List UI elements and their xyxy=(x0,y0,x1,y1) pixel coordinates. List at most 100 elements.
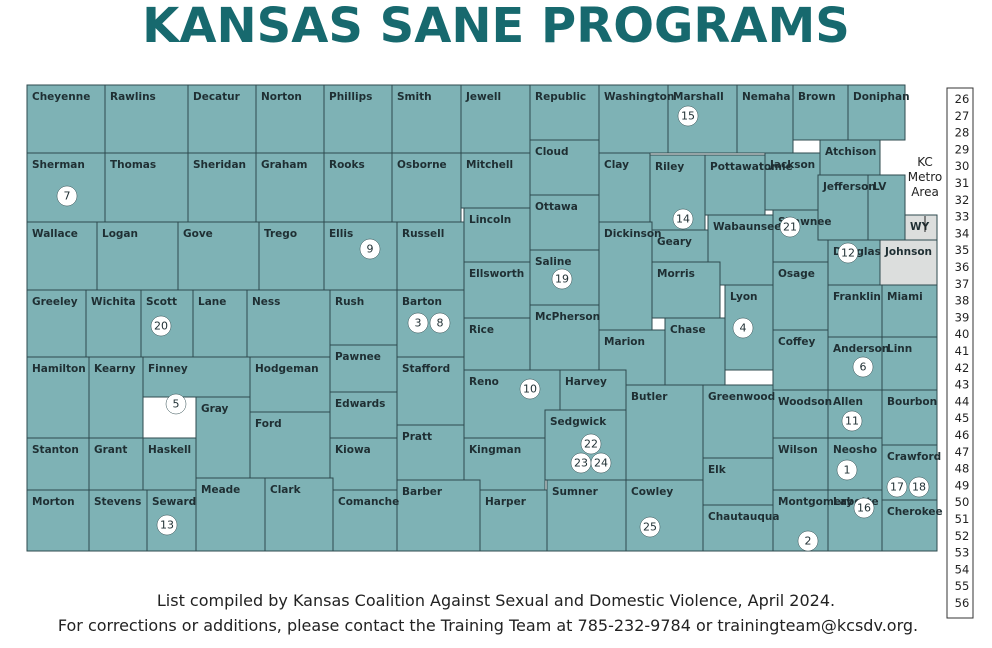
county xyxy=(881,284,938,338)
side-number: 27 xyxy=(955,109,970,123)
county xyxy=(529,139,600,196)
marker-number: 1 xyxy=(844,464,851,477)
county-name: Republic xyxy=(535,91,586,103)
county-name: Wallace xyxy=(32,228,78,240)
county-name: Stanton xyxy=(32,444,79,456)
side-number: 55 xyxy=(955,579,970,593)
county-name: Gray xyxy=(201,403,229,415)
county xyxy=(323,152,393,223)
county-name: Greeley xyxy=(32,296,78,308)
county-name: Pratt xyxy=(402,431,432,443)
marker-number: 17 xyxy=(890,481,904,494)
marker xyxy=(836,459,858,481)
county xyxy=(142,437,197,491)
side-number: 34 xyxy=(955,226,970,240)
county xyxy=(246,289,331,358)
county-name: Montgomery xyxy=(778,496,853,508)
marker-number: 16 xyxy=(857,502,871,515)
county-name: Reno xyxy=(469,376,499,388)
county-name: Ford xyxy=(255,418,282,430)
county-name: Sherman xyxy=(32,159,85,171)
county-name: Meade xyxy=(201,484,240,496)
county-name: Bourbon xyxy=(887,396,937,408)
county-name: Rawlins xyxy=(110,91,156,103)
county-name: Elk xyxy=(708,464,727,476)
marker xyxy=(165,393,187,415)
county-name: Haskell xyxy=(148,444,191,456)
county xyxy=(88,489,148,552)
side-number: 51 xyxy=(955,512,970,526)
title: KANSAS SANE PROGRAMS xyxy=(142,0,850,54)
county-name: Ottawa xyxy=(535,201,578,213)
footer: List compiled by Kansas Coalition Agains… xyxy=(157,591,835,610)
county-name: Kingman xyxy=(469,444,521,456)
side-number: 39 xyxy=(955,310,970,324)
side-number: 30 xyxy=(955,159,970,173)
county-name: Geary xyxy=(657,236,692,248)
county xyxy=(529,194,600,251)
county-name: Scott xyxy=(146,296,177,308)
marker xyxy=(639,516,661,538)
county xyxy=(26,356,90,439)
county-name: Lyon xyxy=(730,291,758,303)
side-box xyxy=(946,87,974,619)
county-name: Sedgwick xyxy=(550,416,607,428)
marker xyxy=(429,312,451,334)
side-number: 56 xyxy=(955,596,970,610)
side-number: 44 xyxy=(955,394,970,408)
county-name: Woodson xyxy=(778,396,832,408)
marker-number: 14 xyxy=(676,213,690,226)
county-name: Linn xyxy=(887,343,912,355)
county xyxy=(529,84,600,141)
side-number: 49 xyxy=(955,478,970,492)
marker-number: 7 xyxy=(64,190,71,203)
marker-number: 12 xyxy=(841,247,855,260)
side-number: 48 xyxy=(955,462,970,476)
county xyxy=(463,369,561,439)
county-name: LV xyxy=(873,181,887,193)
side-number: 52 xyxy=(955,529,970,543)
side-number: 40 xyxy=(955,327,970,341)
side-number: 29 xyxy=(955,142,970,156)
county xyxy=(772,389,829,439)
county-name: Butler xyxy=(631,391,668,403)
county xyxy=(323,221,398,291)
county-name: Cheyenne xyxy=(32,91,90,103)
county xyxy=(867,174,906,251)
county-name: Kiowa xyxy=(335,444,371,456)
county xyxy=(881,499,938,552)
county-name: Sheridan xyxy=(193,159,246,171)
marker-number: 21 xyxy=(783,221,797,234)
county-name: Pottawatomie xyxy=(710,161,793,173)
marker-number: 11 xyxy=(845,415,859,428)
marker-number: 5 xyxy=(173,398,180,411)
side-number: 28 xyxy=(955,126,970,140)
marker-number: 13 xyxy=(160,519,174,532)
county-name: Mitchell xyxy=(466,159,513,171)
county-name: Jefferson xyxy=(822,181,876,193)
county-name: Wilson xyxy=(778,444,818,456)
marker-number: 25 xyxy=(643,521,657,534)
marker xyxy=(407,312,429,334)
county-name: Marshall xyxy=(673,91,724,103)
county-name: Coffey xyxy=(778,336,816,348)
marker xyxy=(852,356,874,378)
county xyxy=(391,84,462,154)
county xyxy=(255,84,325,154)
county xyxy=(819,139,881,176)
county-name: Phillips xyxy=(329,91,372,103)
marker-number: 3 xyxy=(415,317,422,330)
marker xyxy=(853,497,875,519)
county-name: Clark xyxy=(270,484,302,496)
county-name: Chautauqua xyxy=(708,511,779,523)
county xyxy=(140,289,194,358)
county xyxy=(827,284,883,338)
marker-number: 2 xyxy=(805,535,812,548)
county xyxy=(85,289,142,358)
county-name: Clay xyxy=(604,159,629,171)
county-name: Harvey xyxy=(565,376,607,388)
county-name: Comanche xyxy=(338,496,399,508)
county-name: Lane xyxy=(198,296,226,308)
marker-number: 9 xyxy=(367,243,374,256)
county-name: Ellis xyxy=(329,228,353,240)
